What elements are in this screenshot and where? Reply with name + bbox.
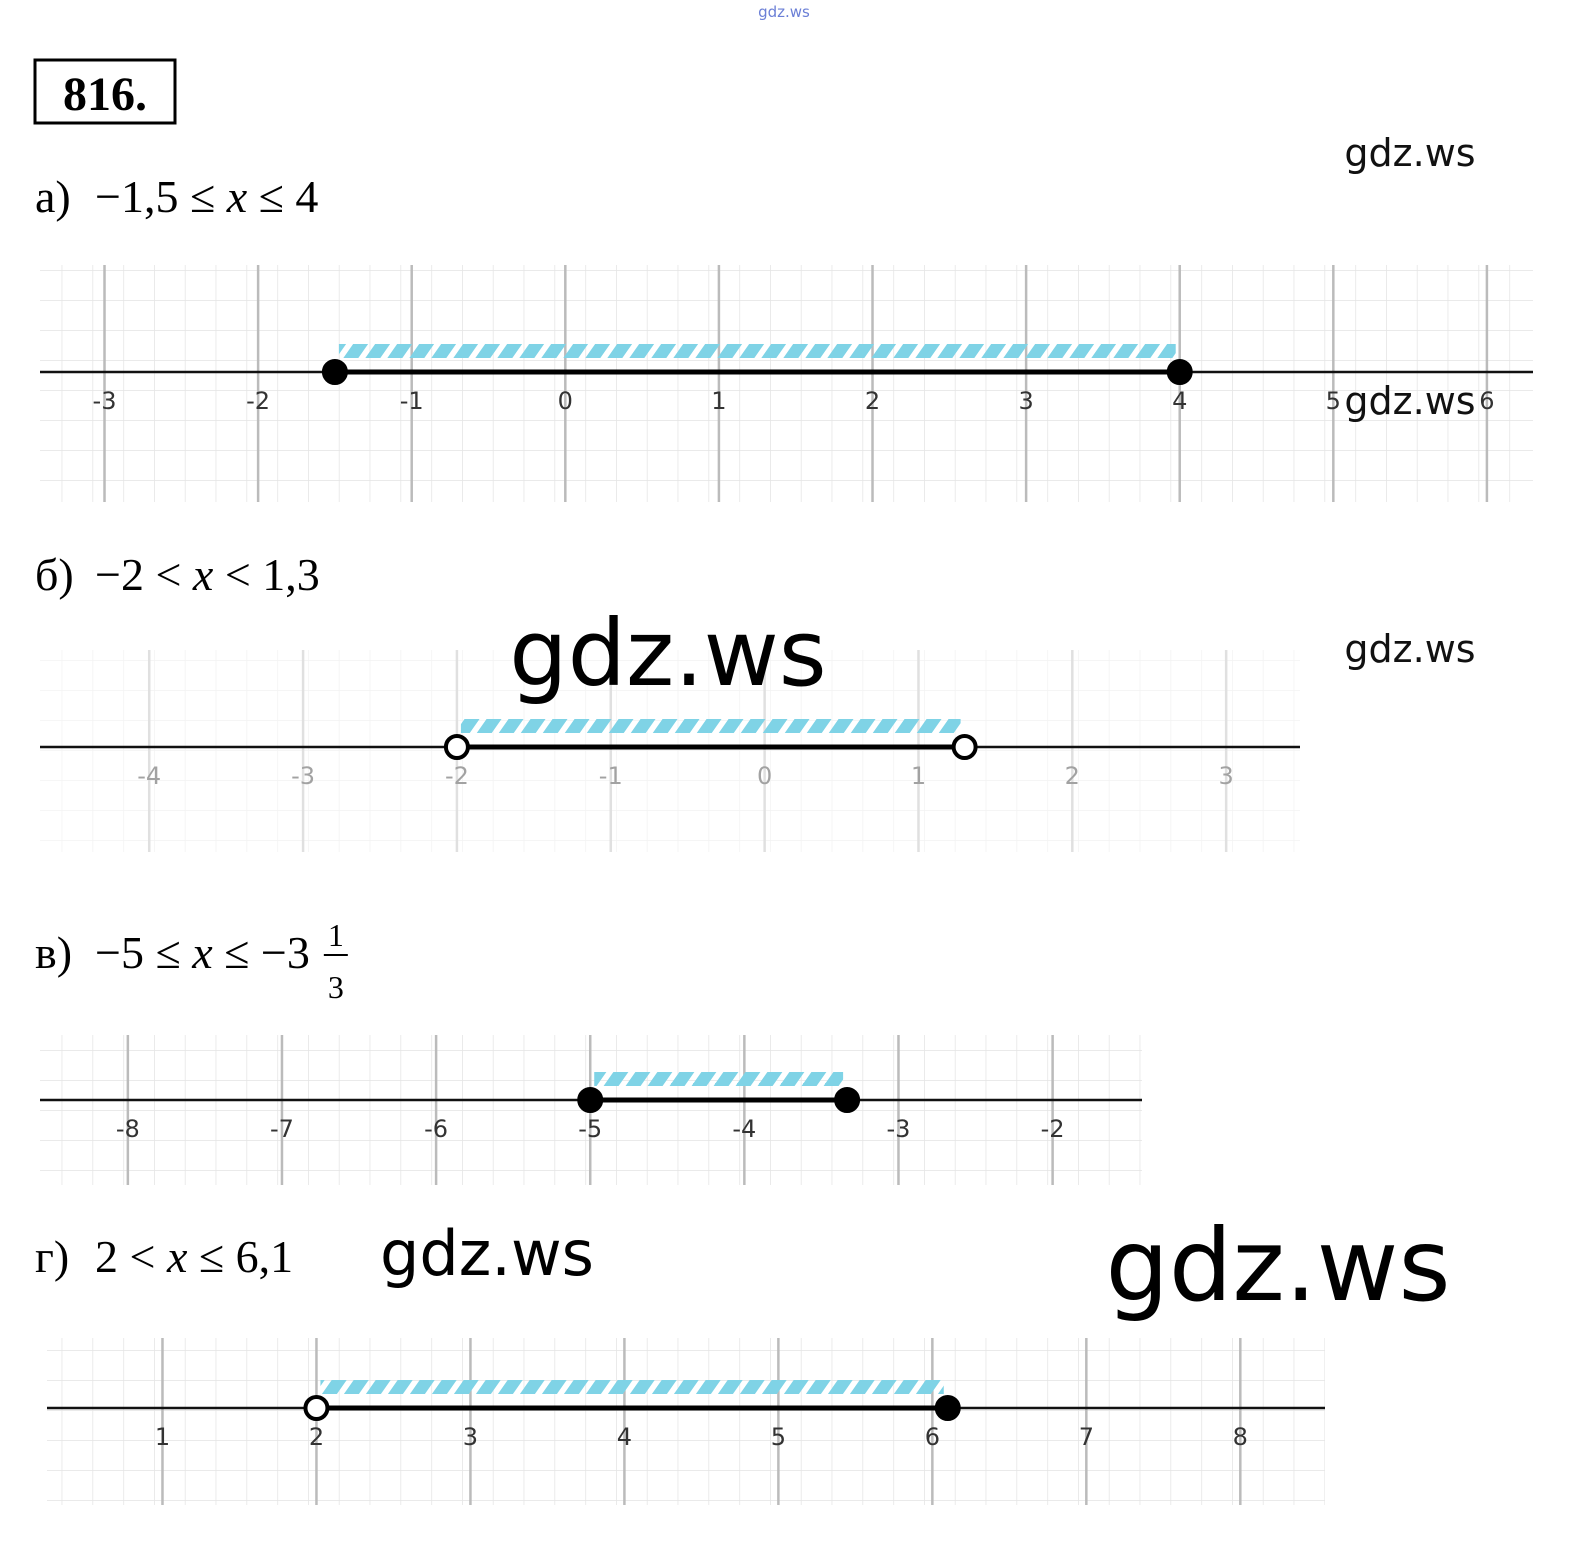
open-endpoint — [443, 734, 470, 760]
watermark: gdz.ws — [1105, 1207, 1450, 1324]
watermark: gdz.ws — [1344, 379, 1475, 423]
inequality-part: ≤ −3 — [213, 927, 310, 978]
tick-label: 0 — [757, 762, 772, 790]
tick-label: -8 — [116, 1115, 140, 1143]
hatch — [594, 1072, 844, 1086]
tick-label: -3 — [887, 1115, 911, 1143]
closed-endpoint — [321, 359, 348, 385]
inequality-part: −5 ≤ — [95, 927, 192, 978]
inequality-part: x — [166, 1231, 188, 1282]
watermark: gdz.ws — [509, 600, 827, 707]
inequality-part: −1,5 ≤ — [95, 171, 227, 222]
fraction-numerator: 1 — [328, 917, 344, 953]
closed-endpoint — [577, 1087, 604, 1113]
inequality-part: −2 < — [95, 549, 193, 600]
tick-label: 8 — [1233, 1423, 1248, 1451]
tick-label: -2 — [246, 387, 270, 415]
tick-label: 4 — [1172, 387, 1187, 415]
tick-label: 3 — [1018, 387, 1033, 415]
tick-label: -2 — [445, 762, 469, 790]
inequality-part: ≤ 4 — [247, 171, 318, 222]
number-line: -3 -2 -1 0 1 2 3 4 5 6 — [40, 265, 1533, 502]
inequality: −1,5 ≤ x ≤ 4 — [95, 171, 318, 222]
inequality: −2 < x < 1,3 — [95, 549, 320, 600]
part-label: а) — [35, 171, 71, 222]
closed-endpoint — [934, 1395, 961, 1421]
tick-label: 6 — [925, 1423, 940, 1451]
inequality-part: x — [192, 549, 214, 600]
watermark: gdz.ws — [380, 1217, 594, 1290]
tick-label: 2 — [865, 387, 880, 415]
tick-label: -3 — [93, 387, 117, 415]
inequality-part: x — [191, 927, 213, 978]
tick-label: -1 — [400, 387, 424, 415]
inequality: 2 < x ≤ 6,1 — [95, 1231, 293, 1282]
tick-label: 2 — [309, 1423, 324, 1451]
tick-label: 3 — [463, 1423, 478, 1451]
inequality-part: ≤ 6,1 — [187, 1231, 293, 1282]
problem-box — [33, 58, 177, 125]
tick-label: -4 — [732, 1115, 756, 1143]
tick-label: -6 — [424, 1115, 448, 1143]
fraction-denominator: 3 — [328, 969, 344, 1005]
tick-label: 5 — [1326, 387, 1341, 415]
inequality-part: < 1,3 — [213, 549, 319, 600]
tick-label: 0 — [558, 387, 573, 415]
open-endpoint — [951, 734, 978, 760]
tick-label: 1 — [911, 762, 926, 790]
part-label: в) — [35, 927, 72, 978]
watermark: gdz.ws — [758, 3, 810, 21]
number-line: 1 2 3 4 5 6 7 8 — [47, 1338, 1325, 1505]
tick-label: 6 — [1479, 387, 1494, 415]
minor-grid — [40, 650, 1300, 852]
tick-label: 4 — [617, 1423, 632, 1451]
tick-label: 7 — [1079, 1423, 1094, 1451]
part-label: б) — [35, 549, 74, 600]
inequality-part: x — [226, 171, 248, 222]
watermark: gdz.ws — [1344, 131, 1475, 175]
closed-endpoint — [1166, 359, 1193, 385]
minor-grid — [40, 265, 1533, 502]
inequality-part: 2 < — [95, 1231, 167, 1282]
tick-label: 1 — [155, 1423, 170, 1451]
tick-label: -2 — [1041, 1115, 1065, 1143]
closed-endpoint — [834, 1087, 861, 1113]
number-line: -4 -3 -2 -1 0 1 2 3 — [40, 650, 1300, 852]
tick-label: 3 — [1219, 762, 1234, 790]
tick-label: -3 — [291, 762, 315, 790]
tick-label: -7 — [270, 1115, 294, 1143]
inequality: −5 ≤ x ≤ −3 — [95, 927, 310, 978]
tick-label: -4 — [137, 762, 161, 790]
hatch — [460, 719, 961, 733]
problem-number: 816. — [63, 68, 147, 121]
part-label: г) — [35, 1231, 69, 1282]
hatch — [338, 344, 1176, 358]
tick-label: 2 — [1065, 762, 1080, 790]
hatch — [320, 1380, 944, 1394]
watermark: gdz.ws — [1344, 627, 1475, 671]
tick-label: 1 — [711, 387, 726, 415]
minor-grid — [47, 1338, 1325, 1505]
open-endpoint — [303, 1395, 330, 1421]
tick-label: 5 — [771, 1423, 786, 1451]
tick-label: -5 — [578, 1115, 602, 1143]
tick-label: -1 — [599, 762, 623, 790]
